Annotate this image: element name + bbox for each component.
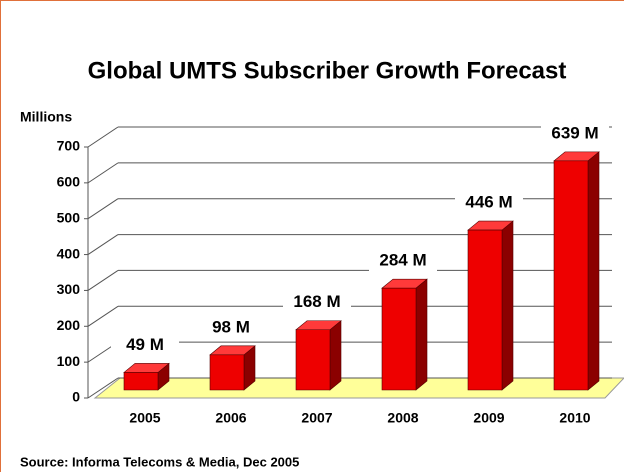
- grid-line: [87, 305, 119, 327]
- bar-side: [329, 320, 342, 391]
- y-tick-label: 100: [57, 353, 81, 369]
- bar-front: [467, 229, 503, 391]
- y-tick-label: 400: [57, 245, 81, 261]
- y-axis-label: Millions: [20, 109, 72, 125]
- grid-line: [87, 377, 119, 399]
- grid-line: [87, 198, 119, 220]
- bar: [209, 345, 256, 391]
- x-tick-label: 2008: [387, 410, 418, 426]
- chart-title: Global UMTS Subscriber Growth Forecast: [88, 57, 567, 84]
- bar: [553, 151, 600, 391]
- bar-front: [553, 160, 589, 391]
- value-label-bg: [455, 192, 523, 215]
- value-label-bg: [111, 334, 179, 357]
- source: Source: Informa Telecoms & Media, Dec 20…: [20, 454, 299, 469]
- value-label: 284 M: [379, 251, 426, 270]
- grid-line: [87, 234, 119, 255]
- value-label: 98 M: [212, 317, 250, 336]
- bar: [295, 320, 342, 391]
- x-tick-label: 2009: [473, 410, 504, 426]
- bar-front: [295, 329, 331, 391]
- bar: [381, 278, 428, 391]
- grid-line: [87, 162, 119, 184]
- y-tick-label: 700: [57, 138, 81, 154]
- bar-front: [209, 354, 245, 391]
- x-tick-label: 2010: [559, 410, 590, 426]
- y-tick-label: 600: [57, 174, 81, 190]
- x-tick-label: 2006: [215, 410, 246, 426]
- value-label: 49 M: [126, 335, 164, 354]
- y-tick-label: 300: [57, 281, 81, 297]
- value-label-bg: [283, 291, 351, 314]
- grid-line: [87, 126, 119, 148]
- bar-side: [501, 220, 514, 391]
- bar: [123, 362, 170, 391]
- value-label: 446 M: [465, 193, 512, 212]
- y-tick-label: 0: [72, 389, 80, 405]
- value-label-bg: [369, 250, 437, 273]
- bar: [467, 220, 514, 391]
- bar-front: [381, 287, 417, 391]
- floor: [93, 377, 624, 399]
- bar-side: [415, 278, 428, 391]
- value-label-bg: [541, 122, 609, 145]
- x-tick-label: 2007: [301, 410, 332, 426]
- y-tick-label: 200: [57, 317, 81, 333]
- value-label: 639 M: [551, 123, 598, 142]
- bar-side: [587, 151, 600, 391]
- x-tick-label: 2005: [129, 410, 160, 426]
- bar-front: [123, 372, 159, 391]
- y-tick-label: 500: [57, 209, 81, 225]
- grid-line: [87, 270, 119, 291]
- value-label-bg: [197, 316, 265, 339]
- value-label: 168 M: [293, 292, 340, 311]
